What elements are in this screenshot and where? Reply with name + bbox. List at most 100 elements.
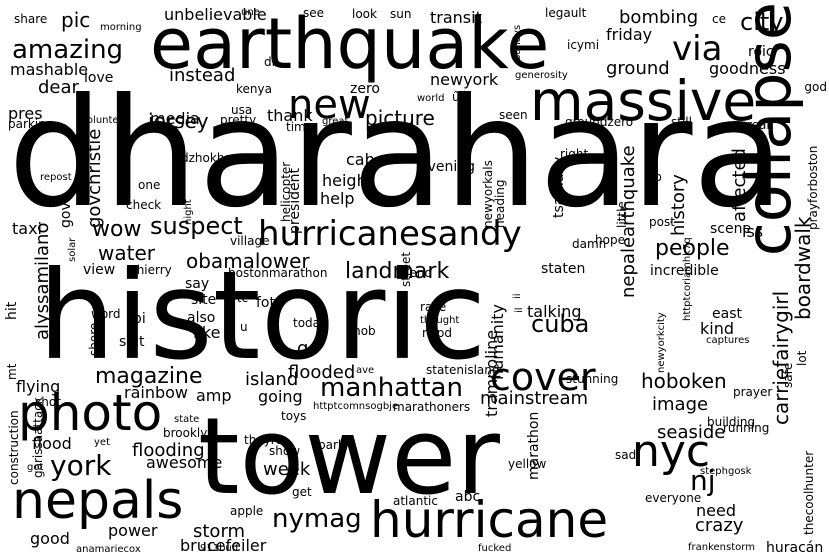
cloud-word: transit [430, 8, 482, 27]
cloud-word: one [138, 178, 160, 192]
cloud-word: photo [18, 384, 162, 442]
cloud-word: statenisland [426, 363, 500, 377]
cloud-word: mashable [10, 60, 88, 79]
cloud-word: taxi [12, 219, 42, 238]
cloud-word: wow [92, 217, 141, 242]
cloud-word: helicopter [279, 162, 293, 222]
cloud-word: nymag [272, 504, 362, 534]
cloud-word: gov [58, 202, 74, 228]
cloud-word: tsarnaev [551, 157, 567, 218]
cloud-word: safe [781, 363, 795, 388]
cloud-word: yet [94, 437, 110, 448]
cloud-word: brooklyn [163, 426, 215, 440]
cloud-word: got [27, 462, 43, 473]
cloud-word: ce [712, 12, 726, 26]
cloud-word: historic [38, 245, 486, 387]
cloud-word: flying [16, 377, 60, 396]
cloud-word: need [696, 501, 736, 520]
cloud-word: shot [35, 395, 61, 409]
cloud-word: city [740, 8, 783, 36]
cloud-word: help [320, 189, 355, 208]
cloud-word: village [230, 234, 269, 248]
cloud-word: cuba [531, 310, 589, 338]
cloud-word: great [322, 116, 349, 127]
cloud-word: everyone [645, 491, 701, 505]
cloud-word: foto [256, 295, 284, 311]
cloud-word: thought [420, 315, 459, 326]
cloud-word: staten [541, 261, 585, 277]
cloud-word: roic [748, 44, 774, 60]
cloud-word: heading [493, 179, 507, 228]
cloud-word: parking [8, 117, 53, 131]
cloud-word: newyork [430, 70, 499, 89]
cloud-word: go [297, 338, 319, 359]
cloud-word: httptcomnsogbje [313, 401, 398, 412]
cloud-word: legault [545, 6, 587, 20]
cloud-word: island [245, 369, 298, 390]
cloud-word: repost [40, 172, 72, 183]
cloud-word: groundzero [565, 115, 633, 129]
cloud-word: morning [100, 22, 142, 33]
cloud-word: landmark [345, 259, 449, 284]
cloud-word: boardwalk [791, 216, 815, 320]
cloud-word: captures [706, 335, 750, 346]
cloud-word: ûó [452, 90, 467, 104]
cloud-word: see [303, 6, 324, 20]
cloud-word: picture [365, 106, 435, 130]
cloud-word: newyorkals [481, 160, 495, 228]
cloud-word: anamariecox [76, 544, 141, 555]
cloud-word: post [649, 215, 675, 229]
cloud-word: manhattan [320, 373, 463, 403]
cloud-word: hurricanesandy [258, 214, 522, 254]
cloud-word: trampoline [482, 330, 501, 417]
cloud-word: view [83, 262, 115, 278]
cloud-word: il [514, 307, 525, 313]
cloud-word: pres [8, 104, 43, 123]
cloud-word: building [707, 415, 755, 429]
cloud-word: friend [397, 266, 432, 280]
cloud-word: wtc [227, 291, 248, 305]
cloud-word: iss [742, 222, 763, 241]
cloud-word: via [672, 29, 722, 69]
cloud-word: week [263, 459, 311, 480]
cloud-word: shore [87, 323, 101, 356]
cloud-word: show [269, 444, 300, 458]
cloud-word: ii [512, 293, 523, 299]
cloud-word: right [560, 147, 588, 161]
cloud-word: time [286, 120, 313, 134]
cloud-word: incredible [650, 263, 719, 279]
cloud-word: dear [38, 77, 80, 98]
cloud-word: goodness [709, 59, 786, 78]
cloud-word: friday [606, 25, 652, 44]
cloud-word: nepals [12, 471, 183, 531]
cloud-word: stephgosk [700, 466, 752, 477]
cloud-word: water [98, 241, 156, 265]
cloud-word: sad [615, 448, 636, 462]
cloud-word: atlantic [393, 494, 438, 508]
cloud-word: history [668, 174, 689, 236]
cloud-word: stunning [566, 372, 618, 386]
cloud-word: cab [346, 150, 375, 169]
cloud-word: word [91, 307, 121, 321]
cloud-word: une [241, 7, 260, 18]
cloud-word: east [712, 306, 742, 322]
cloud-word: solar [67, 237, 78, 262]
cloud-word: people [655, 236, 730, 261]
cloud-word: real [747, 118, 770, 132]
cloud-word: today [293, 316, 327, 330]
cloud-word: state [174, 414, 199, 425]
cloud-word: zero [350, 81, 380, 97]
cloud-word: 911buff [200, 543, 240, 554]
cloud-word: tower [198, 395, 500, 518]
cloud-word: seaside [657, 422, 725, 443]
cloud-word: flooding [132, 440, 205, 461]
cloud-word: seen [499, 108, 528, 122]
cloud-word: affected [729, 148, 750, 222]
cloud-word: prayforboston [806, 146, 820, 230]
cloud-word: share [14, 12, 47, 26]
cloud-word: mainstream [480, 388, 588, 409]
cloud-word: love [84, 70, 113, 86]
cloud-word: lot [795, 350, 809, 366]
